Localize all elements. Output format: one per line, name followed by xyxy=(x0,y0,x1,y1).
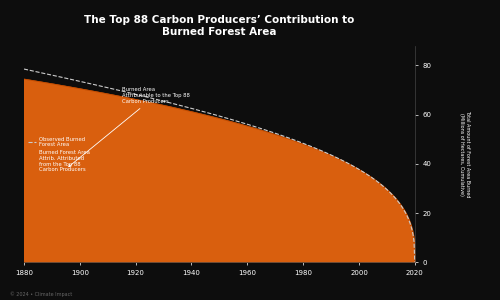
Legend: Observed Burned
Forest Area, Burned Forest Area
Attrib. Attributed
from the Top : Observed Burned Forest Area, Burned Fore… xyxy=(26,135,91,174)
Y-axis label: Total Amount of Forest Area Burned
(Millions of Hectares, Cumulative): Total Amount of Forest Area Burned (Mill… xyxy=(459,110,470,198)
Text: © 2024 • Climate Impact: © 2024 • Climate Impact xyxy=(10,291,72,297)
Title: The Top 88 Carbon Producers’ Contribution to
Burned Forest Area: The Top 88 Carbon Producers’ Contributio… xyxy=(84,15,354,37)
Text: Burned Area
Attributable to the Top 88
Carbon Producers: Burned Area Attributable to the Top 88 C… xyxy=(68,87,190,167)
